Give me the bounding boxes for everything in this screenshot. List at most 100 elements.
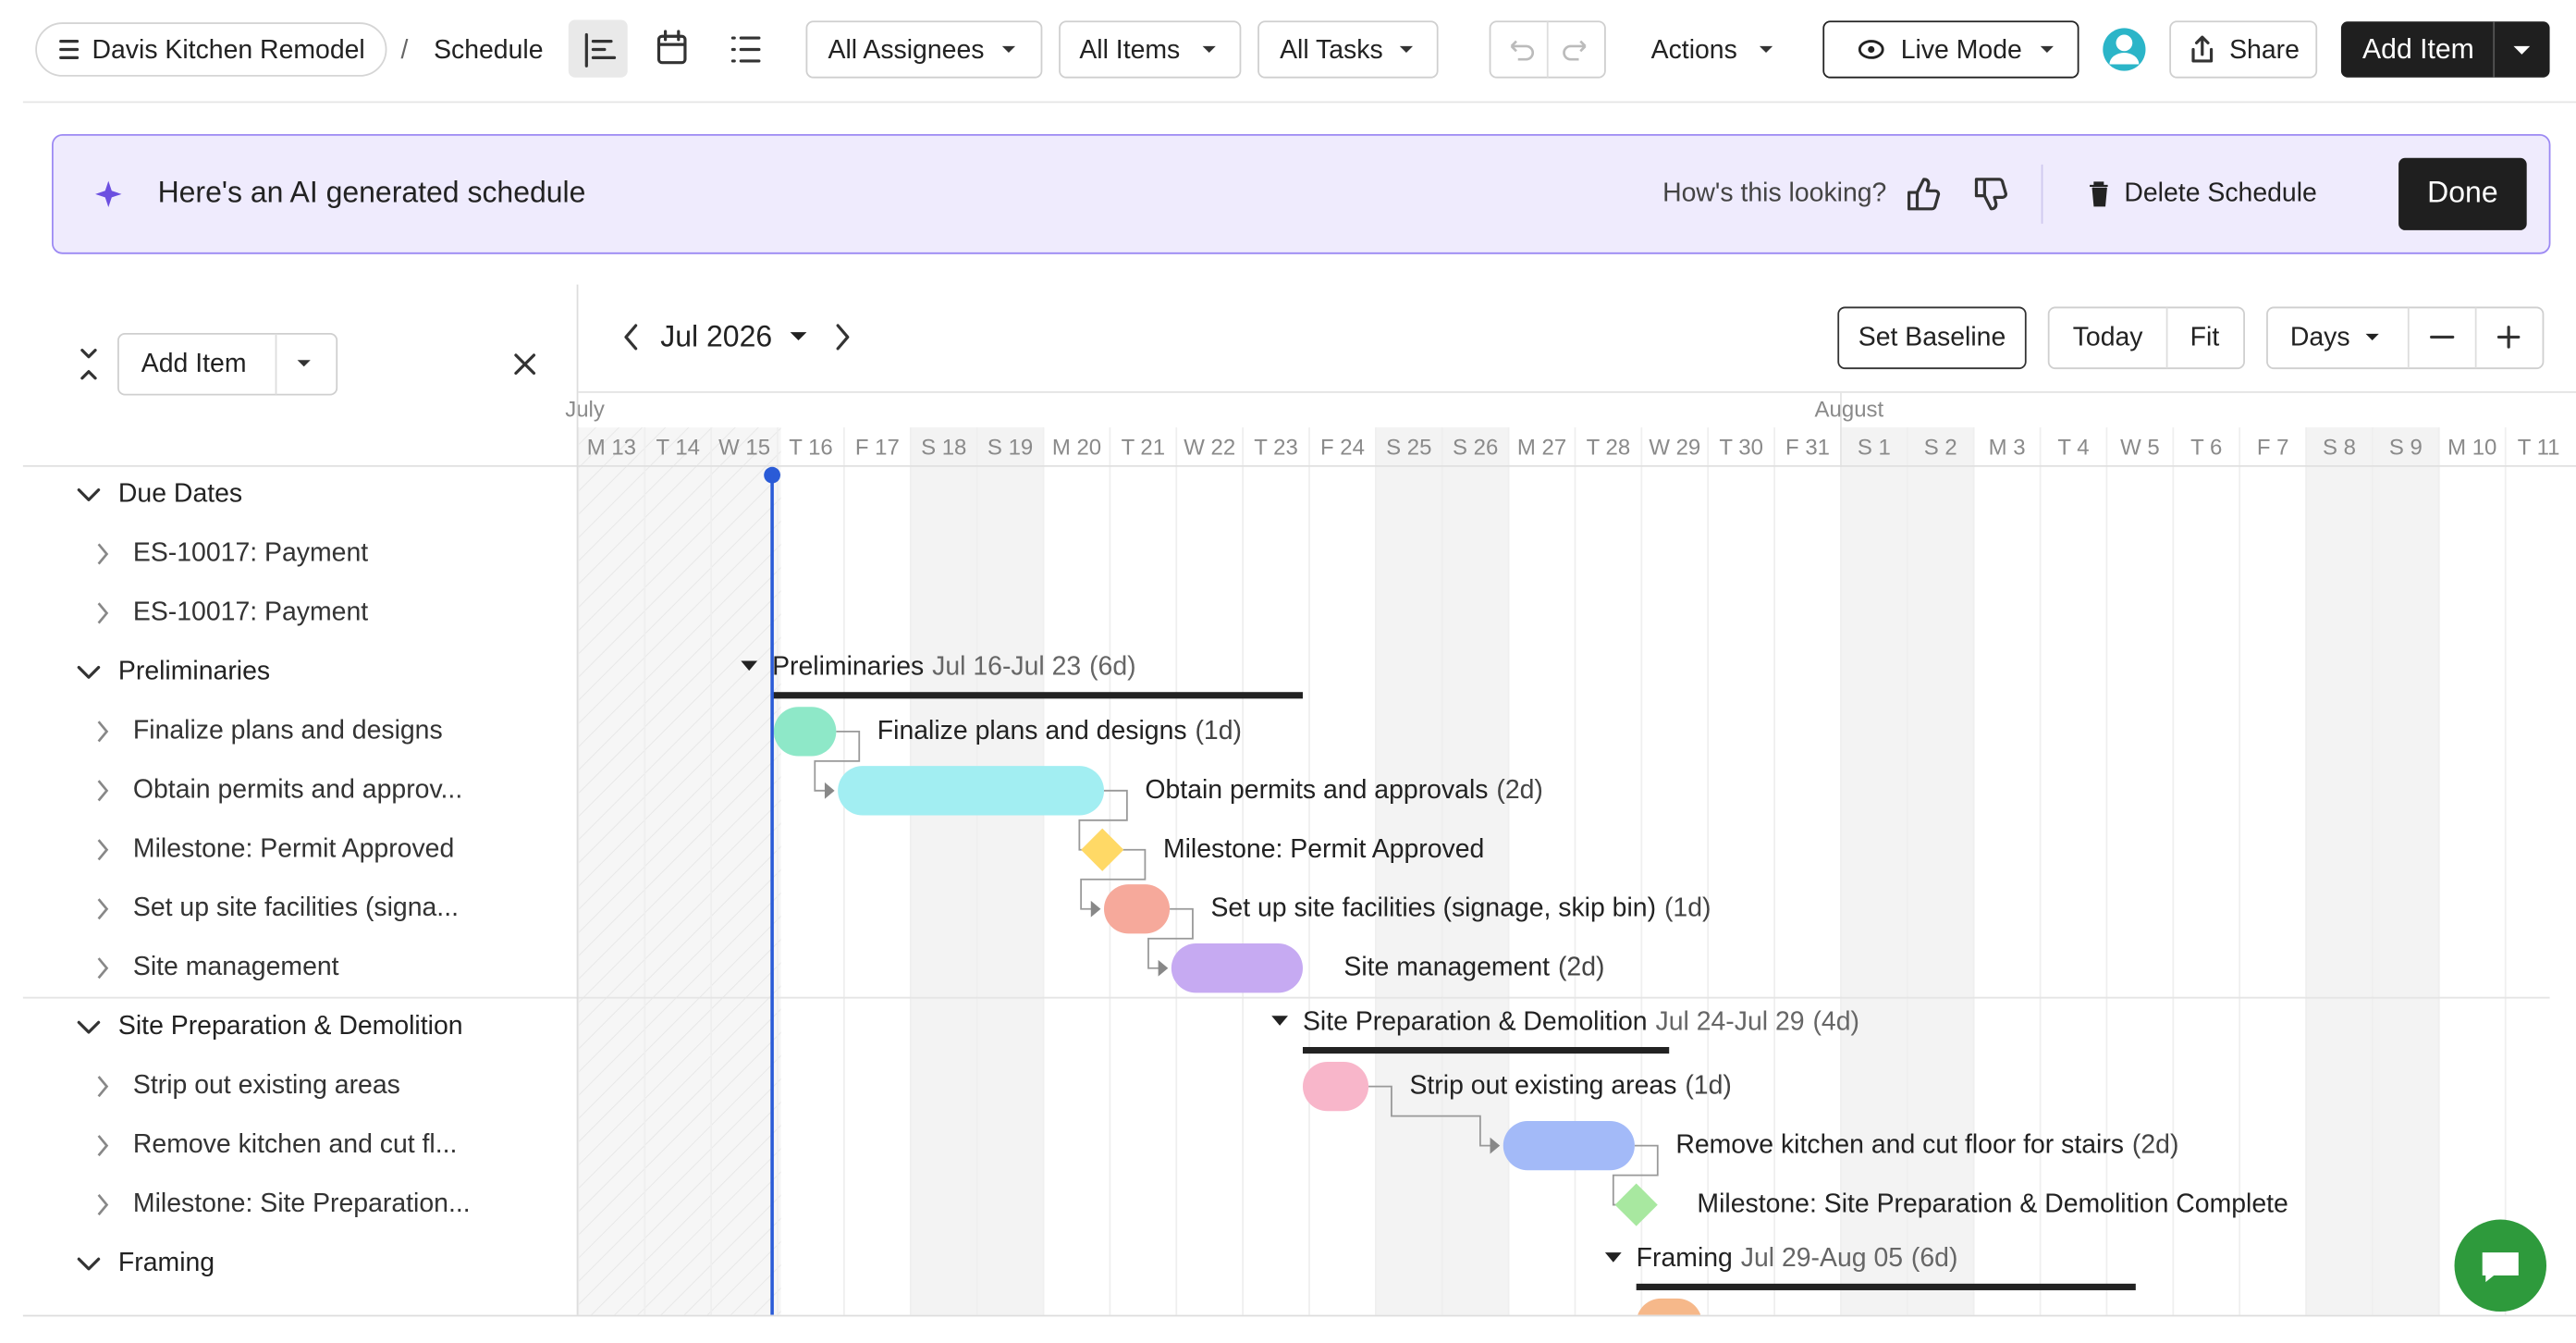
day-label: T 4: [2057, 436, 2089, 461]
weekend-shade: [1840, 427, 1907, 1315]
row-chevron: [97, 957, 109, 980]
project-button[interactable]: [35, 22, 387, 77]
group-range: Jul 16-Jul 23: [932, 651, 1081, 681]
top-bar: Davis Kitchen Remodel / Schedule All Ass…: [22, 19, 2576, 104]
next-month[interactable]: [836, 324, 850, 351]
delete-schedule[interactable]: Delete Schedule: [2124, 178, 2316, 207]
expand-toggle[interactable]: [77, 488, 101, 501]
actions-menu[interactable]: Actions: [1651, 35, 1737, 65]
list-view-button[interactable]: [730, 36, 761, 63]
scale-select[interactable]: Days: [2290, 323, 2350, 352]
month-label: August: [1815, 398, 1884, 423]
calendar-view-button[interactable]: [656, 30, 687, 65]
past-area: [578, 427, 781, 1315]
caret[interactable]: [297, 360, 311, 367]
live-mode-button[interactable]: [1822, 20, 2079, 79]
gantt-chart: Preliminaries Jul 16-Jul 23 (6d) Finalize p…: [741, 474, 2288, 1315]
assignee-filter[interactable]: [805, 20, 1043, 79]
day-label: S 18: [921, 436, 966, 461]
day-label: T 11: [2518, 436, 2560, 461]
weekend-shade: [2372, 427, 2439, 1315]
item-filter[interactable]: [1059, 20, 1242, 79]
caret: [1399, 45, 1414, 54]
fit-button[interactable]: Fit: [2190, 323, 2220, 352]
chat-icon: [2482, 1252, 2519, 1283]
task-name: Set up site facilities (signage, skip bi…: [1210, 893, 1656, 922]
group-label: Framing: [118, 1248, 215, 1277]
task-bar: [1302, 1061, 1369, 1112]
prev-month[interactable]: [624, 324, 638, 351]
task-bar: [1503, 1120, 1635, 1171]
set-baseline-button[interactable]: [1837, 306, 2027, 370]
project-name: Davis Kitchen Remodel: [92, 35, 365, 65]
group-name: Preliminaries: [772, 651, 924, 681]
share-button[interactable]: [2169, 20, 2318, 79]
group-bar: [772, 692, 1303, 699]
dependency-line: [1147, 907, 1194, 969]
day-label: T 30: [1719, 436, 1763, 461]
day-label: W 29: [1649, 436, 1700, 461]
eye-icon: [1858, 40, 1884, 59]
row-chevron: [97, 839, 109, 861]
item-label: Remove kitchen and cut fl...: [133, 1129, 458, 1159]
page-name: Schedule: [434, 35, 543, 65]
item-label: Finalize plans and designs: [133, 715, 443, 745]
task-label: Set up site facilities (signage, skip bi…: [1210, 893, 1711, 922]
item-label: Strip out existing areas: [133, 1070, 400, 1100]
group-duration: (4d): [1812, 1006, 1859, 1036]
share-label: Share: [2229, 35, 2300, 65]
today-button[interactable]: Today: [2073, 323, 2144, 352]
expand-toggle[interactable]: [77, 1257, 101, 1271]
group-label: Site Preparation & Demolition: [118, 1011, 463, 1041]
caret: [2040, 45, 2054, 54]
group-range: Jul 29-Aug 05: [1741, 1243, 1903, 1273]
group-toggle: [741, 660, 758, 672]
task-duration: (2d): [1558, 952, 1605, 981]
month-label: July: [565, 398, 605, 423]
undo-button[interactable]: [1510, 40, 1535, 61]
breadcrumb-separator: /: [401, 35, 409, 65]
group-label: Due Dates: [118, 478, 242, 508]
milestone: [1614, 1183, 1658, 1226]
live-mode-label: Live Mode: [1901, 35, 2022, 65]
day-label: M 20: [1052, 436, 1101, 461]
day-label: S 26: [1453, 436, 1498, 461]
day-label: S 19: [987, 436, 1033, 461]
task-duration: (2d): [2132, 1129, 2179, 1159]
sidebar-add-item-label: Add Item: [141, 349, 247, 378]
group-toggle: [1604, 1252, 1622, 1263]
day-label: T 14: [656, 436, 700, 461]
filter-label: All Assignees: [828, 35, 985, 65]
task-filter[interactable]: [1257, 20, 1439, 79]
zoom-in[interactable]: [2496, 326, 2521, 349]
item-label: ES-10017: Payment: [133, 537, 368, 567]
collapse-all[interactable]: [80, 349, 97, 380]
thumbs-up[interactable]: [1907, 178, 1941, 211]
day-label: T 21: [1122, 436, 1166, 461]
task-label: Site management (2d): [1343, 952, 1604, 981]
task-label: Remove kitchen and cut floor for stairs (…: [1675, 1129, 2178, 1159]
caret[interactable]: [2513, 45, 2531, 55]
group-bar: [1636, 1283, 2136, 1290]
close-sidebar[interactable]: [514, 353, 536, 376]
dependency-line: [1080, 848, 1147, 910]
period-label[interactable]: Jul 2026: [660, 320, 772, 353]
done-button[interactable]: [2398, 157, 2527, 230]
item-label: Milestone: Site Preparation...: [133, 1189, 471, 1218]
day-label: M 3: [1989, 436, 2026, 461]
redo-button[interactable]: [1563, 40, 1587, 61]
day-label: S 1: [1858, 436, 1891, 461]
sidebar-add-item[interactable]: [117, 332, 338, 396]
add-item-button[interactable]: [2340, 21, 2550, 78]
avatar-head: [2116, 34, 2133, 52]
expand-toggle[interactable]: [77, 1020, 101, 1034]
expand-toggle[interactable]: [77, 665, 101, 679]
task-duration: (1d): [1664, 893, 1711, 922]
task-label: Strip out existing areas (1d): [1409, 1070, 1731, 1100]
item-label: Obtain permits and approv...: [133, 774, 462, 804]
set-baseline-label: Set Baseline: [1858, 323, 2006, 352]
thumbs-down[interactable]: [1974, 178, 2008, 211]
dependency-arrow: [1158, 959, 1169, 977]
day-label: S 25: [1386, 436, 1431, 461]
caret: [2365, 333, 2379, 340]
